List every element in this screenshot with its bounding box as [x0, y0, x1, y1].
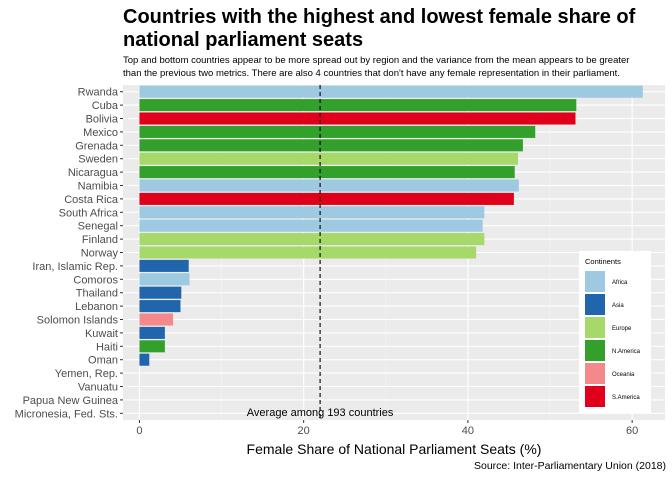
y-label-grenada: Grenada: [75, 140, 119, 152]
x-tick-label: 40: [462, 425, 474, 437]
mean-line-label: Average among 193 countries: [247, 407, 394, 419]
y-label-thailand: Thailand: [76, 288, 118, 300]
bar-grenada: [139, 139, 523, 152]
bar-rwanda: [139, 85, 643, 98]
y-label-rwanda: Rwanda: [78, 87, 119, 99]
y-label-finland: Finland: [82, 234, 118, 246]
legend-key-oceania: [585, 363, 605, 384]
y-label-namibia: Namibia: [78, 181, 119, 193]
bar-comoros: [139, 273, 190, 286]
bar-south-africa: [139, 206, 485, 219]
legend-key-n-america: [585, 340, 605, 361]
legend-label-asia: Asia: [612, 303, 624, 309]
bar-lebanon: [139, 300, 181, 313]
source-note: Source: Inter-Parliamentary Union (2018): [473, 460, 666, 472]
x-axis-title: Female Share of National Parliament Seat…: [247, 441, 542, 457]
y-label-haiti: Haiti: [96, 341, 118, 353]
y-label-costa-rica: Costa Rica: [64, 194, 119, 206]
bar-norway: [139, 246, 477, 259]
y-label-senegal: Senegal: [78, 221, 118, 233]
bar-iran-islamic-rep: [139, 259, 189, 272]
y-label-cuba: Cuba: [92, 100, 119, 112]
legend-label-oceania: Oceania: [612, 372, 635, 378]
legend-label-n-america: N.America: [612, 349, 641, 355]
y-label-south-africa: South Africa: [59, 207, 119, 219]
y-label-micronesia-fed-sts: Micronesia, Fed. Sts.: [15, 408, 118, 420]
y-label-oman: Oman: [88, 355, 118, 367]
y-label-yemen-rep: Yemen, Rep.: [55, 368, 118, 380]
legend-label-s-america: S.America: [612, 395, 640, 401]
x-tick-label: 20: [298, 425, 310, 437]
legend: Continents Africa Asia Europe N.America Ocean…: [579, 251, 651, 413]
chart-subtitle: Top and bottom countries appear to be mo…: [123, 54, 672, 82]
bar-cuba: [139, 99, 577, 112]
y-label-comoros: Comoros: [73, 274, 118, 286]
x-tick-label: 0: [136, 425, 142, 437]
bar-bolivia: [139, 112, 576, 125]
bar-nicaragua: [139, 166, 515, 179]
legend-key-africa: [585, 271, 605, 292]
legend-key-asia: [585, 294, 605, 315]
bar-namibia: [139, 179, 519, 192]
y-label-vanuatu: Vanuatu: [78, 382, 118, 394]
bar-solomon-islands: [139, 313, 174, 326]
y-label-norway: Norway: [81, 248, 119, 260]
mean-line-group: Average among 193 countries: [247, 85, 394, 420]
legend-title: Continents: [585, 257, 621, 266]
legend-key-s-america: [585, 386, 605, 407]
bar-costa-rica: [139, 192, 514, 205]
subtitle-line-2: than the previous two metrics. There are…: [123, 68, 620, 79]
legend-key-europe: [585, 317, 605, 338]
bar-oman: [139, 353, 150, 366]
y-label-iran-islamic-rep: Iran, Islamic Rep.: [32, 261, 118, 273]
y-label-sweden: Sweden: [78, 154, 118, 166]
bar-haiti: [139, 340, 165, 353]
bar-senegal: [139, 219, 483, 232]
bar-mexico: [139, 125, 536, 138]
y-label-nicaragua: Nicaragua: [68, 167, 119, 179]
bar-finland: [139, 233, 485, 246]
y-label-mexico: Mexico: [83, 127, 118, 139]
y-label-papua-new-guinea: Papua New Guinea: [23, 395, 119, 407]
legend-label-africa: Africa: [612, 280, 628, 286]
bar-kuwait: [139, 326, 165, 339]
legend-label-europe: Europe: [612, 326, 632, 332]
y-label-bolivia: Bolivia: [86, 114, 119, 126]
x-axis-labels: 0 20 40 60: [136, 420, 638, 437]
subtitle-line-1: Top and bottom countries appear to be mo…: [123, 55, 630, 66]
x-tick-label: 60: [626, 425, 638, 437]
bars: [139, 85, 643, 366]
bar-sweden: [139, 152, 519, 165]
y-label-kuwait: Kuwait: [85, 328, 118, 340]
bar-thailand: [139, 286, 182, 299]
y-label-solomon-islands: Solomon Islands: [37, 315, 119, 327]
chart-title: Countries with the highest and lowest fe…: [123, 6, 636, 51]
y-label-lebanon: Lebanon: [75, 301, 118, 313]
